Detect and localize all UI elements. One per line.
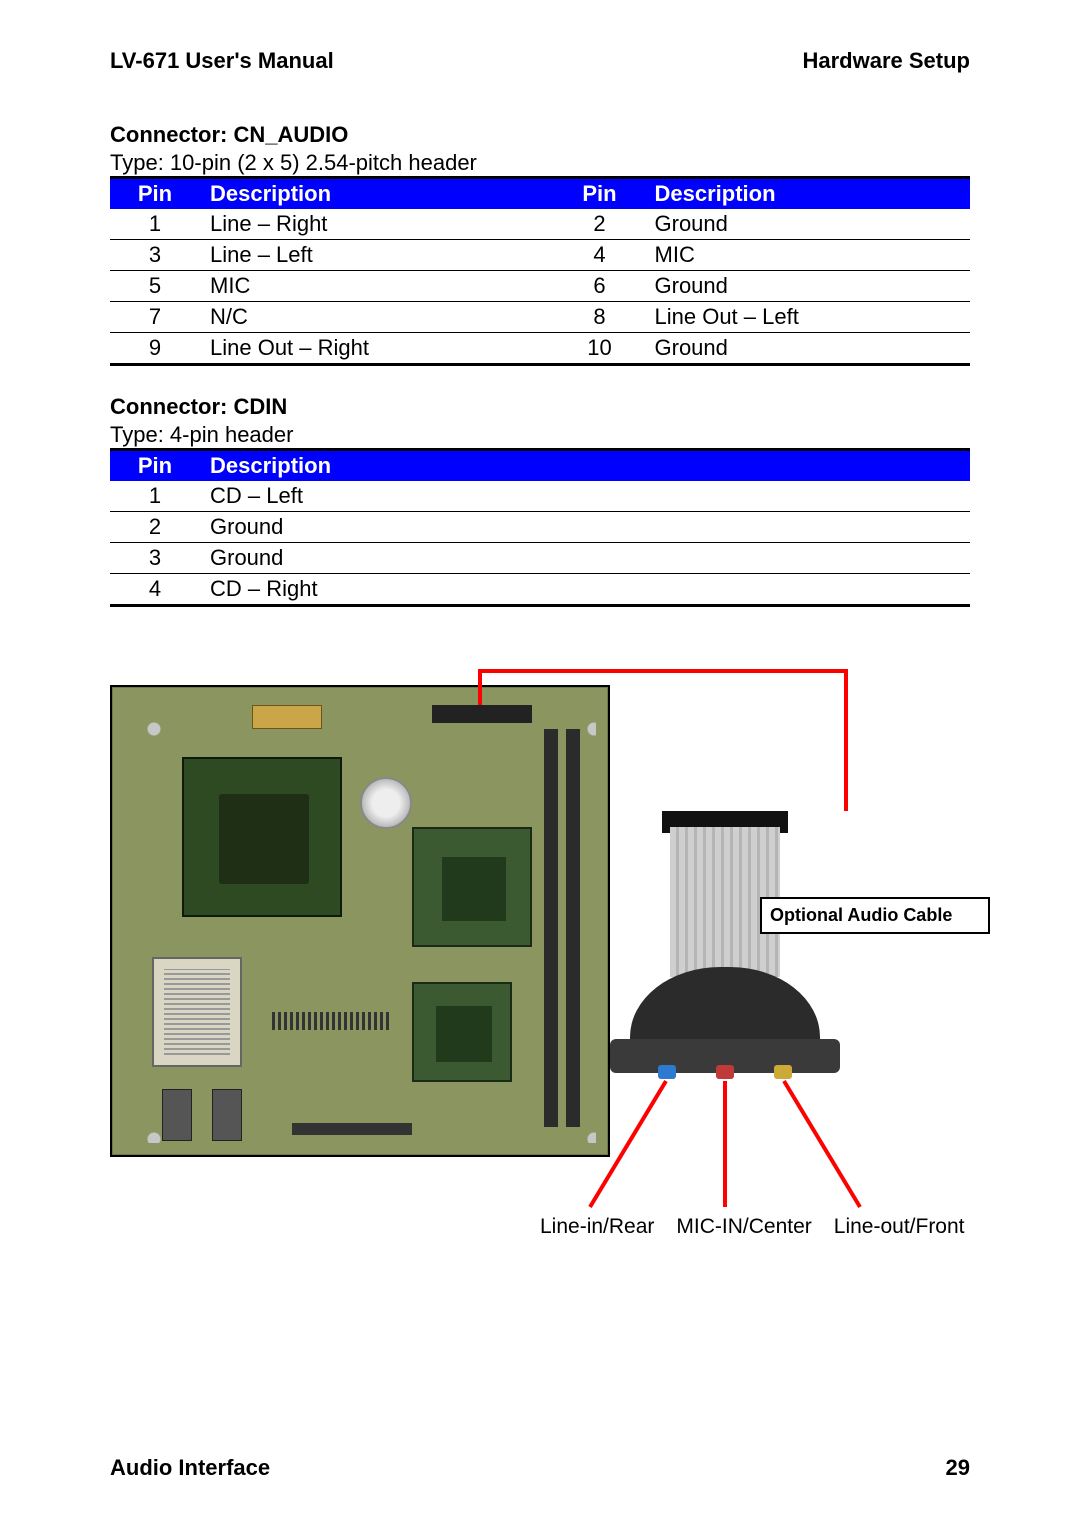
southbridge-chip — [412, 982, 512, 1082]
th-desc: Description — [200, 450, 440, 482]
label-line-in: Line-in/Rear — [540, 1215, 654, 1239]
jack-labels: Line-in/Rear MIC-IN/Center Line-out/Fron… — [540, 1215, 965, 1239]
th-desc2: Description — [645, 178, 971, 210]
cell: Ground — [645, 271, 971, 302]
cell: 1 — [110, 481, 200, 512]
cell: MIC — [645, 240, 971, 271]
cell: Line – Right — [200, 209, 555, 240]
pin-header — [272, 1012, 392, 1030]
cell: 10 — [555, 333, 645, 365]
cell: 4 — [110, 574, 200, 606]
connector1-type: Type: 10-pin (2 x 5) 2.54-pitch header — [110, 150, 970, 176]
optional-cable-label: Optional Audio Cable — [760, 897, 990, 934]
ram-slot — [544, 729, 558, 1127]
header-left: LV-671 User's Manual — [110, 48, 334, 74]
connector2-table: Pin Description 1CD – Left 2Ground 3Grou… — [110, 448, 970, 607]
footer-left: Audio Interface — [110, 1455, 270, 1481]
label-line-out: Line-out/Front — [834, 1215, 965, 1239]
cell: Line – Left — [200, 240, 555, 271]
black-connector — [432, 705, 532, 723]
cell: Ground — [200, 543, 440, 574]
cell: CD – Right — [200, 574, 440, 606]
th-blank — [440, 450, 970, 482]
cell: N/C — [200, 302, 555, 333]
cell-blank — [440, 574, 970, 606]
connector1-title: Connector: CN_AUDIO — [110, 122, 970, 148]
page-footer: Audio Interface 29 — [110, 1455, 970, 1481]
cell: Ground — [645, 209, 971, 240]
connector1-table: Pin Description Pin Description 1Line – … — [110, 176, 970, 366]
yellow-connector — [252, 705, 322, 729]
footer-right: 29 — [946, 1455, 970, 1481]
socket — [152, 957, 242, 1067]
th-pin: Pin — [110, 450, 200, 482]
slot — [212, 1089, 242, 1141]
cell-blank — [440, 481, 970, 512]
jack-mic-in — [716, 1065, 734, 1079]
cell: 1 — [110, 209, 200, 240]
th-pin: Pin — [110, 178, 200, 210]
cell: Ground — [200, 512, 440, 543]
cell-blank — [440, 512, 970, 543]
cell: 9 — [110, 333, 200, 365]
cell: 2 — [555, 209, 645, 240]
slot — [162, 1089, 192, 1141]
cell: Line Out – Right — [200, 333, 555, 365]
jack-line-in — [658, 1065, 676, 1079]
cell: 6 — [555, 271, 645, 302]
motherboard-illustration — [110, 685, 610, 1157]
cell: 5 — [110, 271, 200, 302]
th-pin2: Pin — [555, 178, 645, 210]
jack-line-out — [774, 1065, 792, 1079]
cmos-battery — [360, 777, 412, 829]
cell: 7 — [110, 302, 200, 333]
ram-slot — [566, 729, 580, 1127]
connector2-type: Type: 4-pin header — [110, 422, 970, 448]
th-desc: Description — [200, 178, 555, 210]
cpu-chip — [182, 757, 342, 917]
header-right: Hardware Setup — [803, 48, 971, 74]
cell: 8 — [555, 302, 645, 333]
label-mic-in: MIC-IN/Center — [676, 1215, 811, 1239]
board-diagram: Optional Audio Cable Line-in/Rear MIC-IN… — [110, 667, 970, 1287]
audio-jack-body — [630, 967, 820, 1047]
cell: 2 — [110, 512, 200, 543]
cell: MIC — [200, 271, 555, 302]
page-header: LV-671 User's Manual Hardware Setup — [110, 48, 970, 74]
cell: CD – Left — [200, 481, 440, 512]
pin-header — [292, 1123, 412, 1135]
northbridge-chip — [412, 827, 532, 947]
cell: Line Out – Left — [645, 302, 971, 333]
cell-blank — [440, 543, 970, 574]
cell: 3 — [110, 240, 200, 271]
cell: 3 — [110, 543, 200, 574]
cell: Ground — [645, 333, 971, 365]
cell: 4 — [555, 240, 645, 271]
connector2-title: Connector: CDIN — [110, 394, 970, 420]
